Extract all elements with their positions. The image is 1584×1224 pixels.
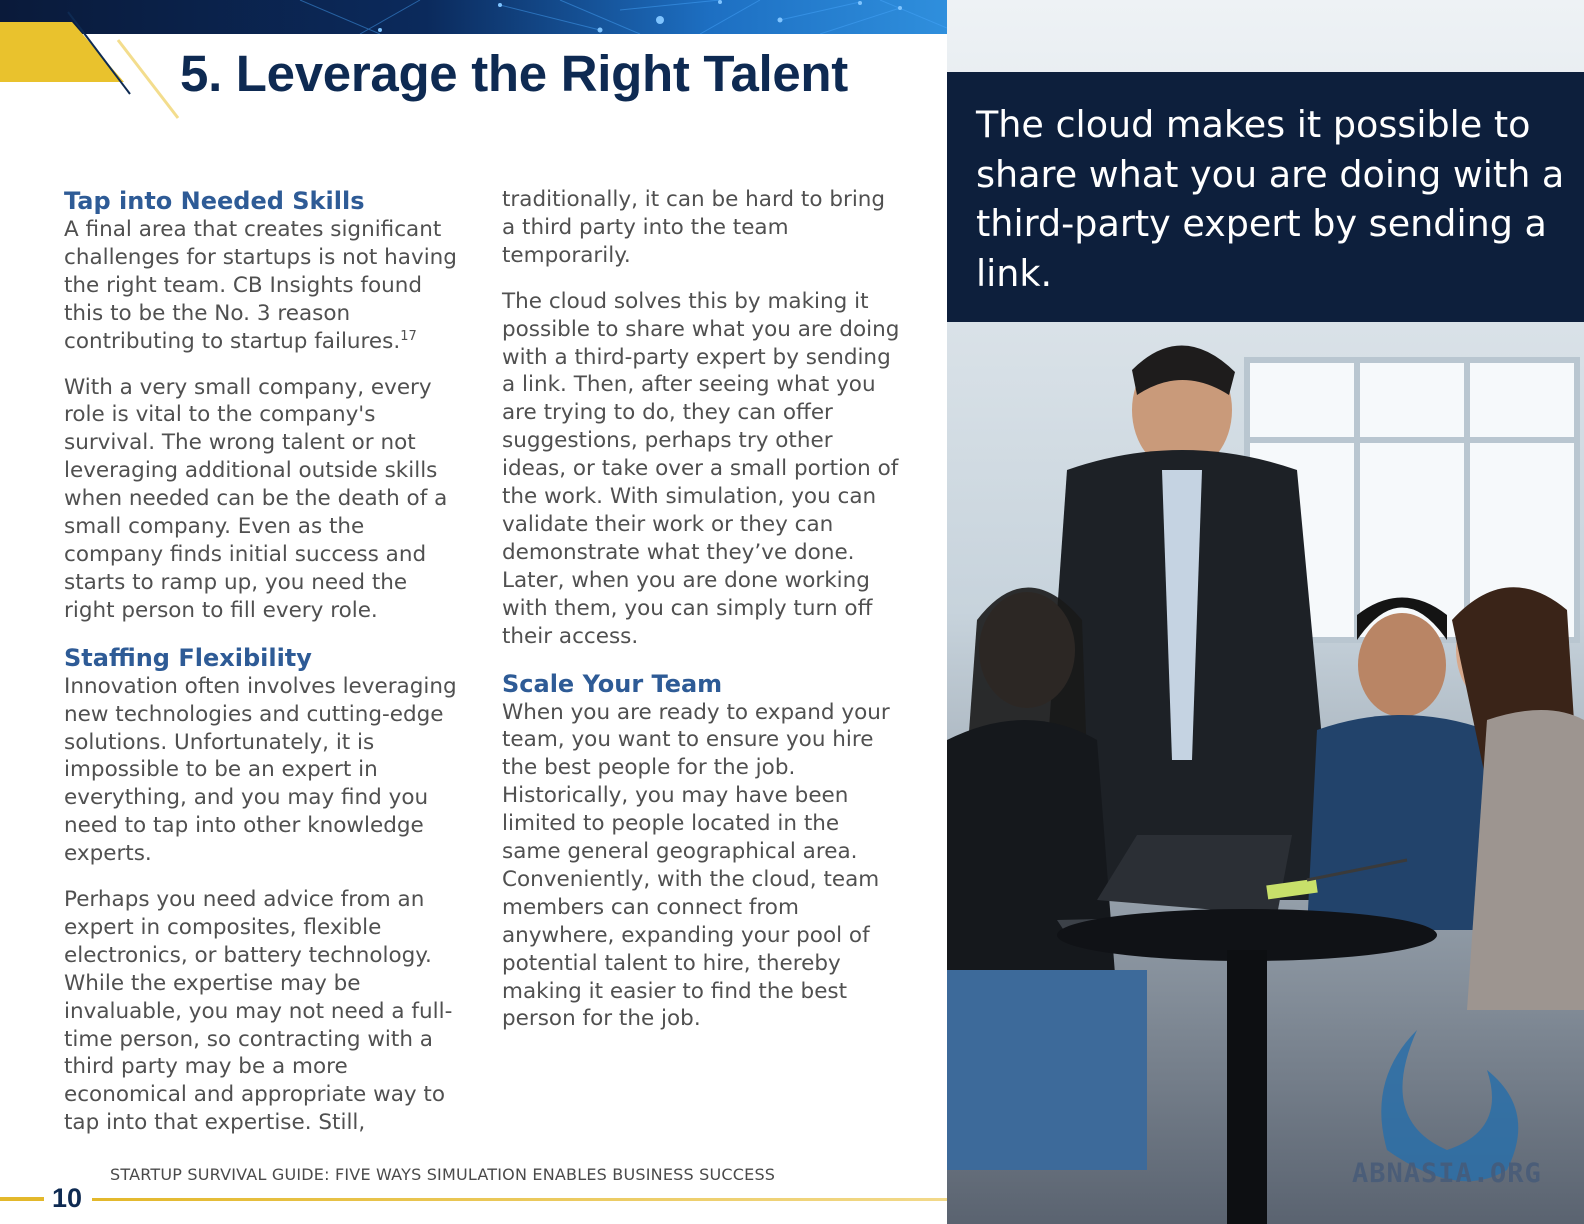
page-title: 5. Leverage the Right Talent (180, 45, 848, 102)
footer-rule (92, 1198, 947, 1201)
middle-column: traditionally, it can be hard to bring a… (502, 186, 902, 1051)
network-pattern (299, 0, 947, 34)
paragraph: Innovation often involves leveraging new… (64, 673, 457, 867)
watermark-text: ABNASIA.ORG (1352, 1158, 1542, 1189)
footer-guide-title: STARTUP SURVIVAL GUIDE: FIVE WAYS SIMULA… (110, 1165, 776, 1184)
paragraph: traditionally, it can be hard to bring a… (502, 187, 886, 268)
section-heading-scale-your-team: Scale Your Team (502, 669, 723, 698)
paragraph: A final area that creates significant ch… (64, 217, 457, 354)
paragraph: The cloud solves this by making it possi… (502, 288, 900, 649)
gold-accent-shape (0, 11, 180, 119)
quote-callout-box (947, 72, 1584, 322)
section-heading-tap-into-needed-skills: Tap into Needed Skills (64, 187, 365, 215)
quote-callout-text: The cloud makes it possible to share wha… (976, 103, 1565, 295)
paragraph: Perhaps you need advice from an expert i… (64, 887, 453, 1136)
paragraph: When you are ready to expand your team, … (502, 699, 890, 1032)
header-banner (0, 0, 947, 34)
left-column: Tap into Needed Skills A final area that… (64, 186, 464, 1155)
section-heading-staffing-flexibility: Staffing Flexibility (64, 643, 312, 672)
footnote-marker: 17 (400, 328, 417, 344)
footer-rule (0, 1197, 44, 1201)
paragraph: With a very small company, every role is… (64, 374, 448, 623)
page-number: 10 (52, 1183, 83, 1213)
